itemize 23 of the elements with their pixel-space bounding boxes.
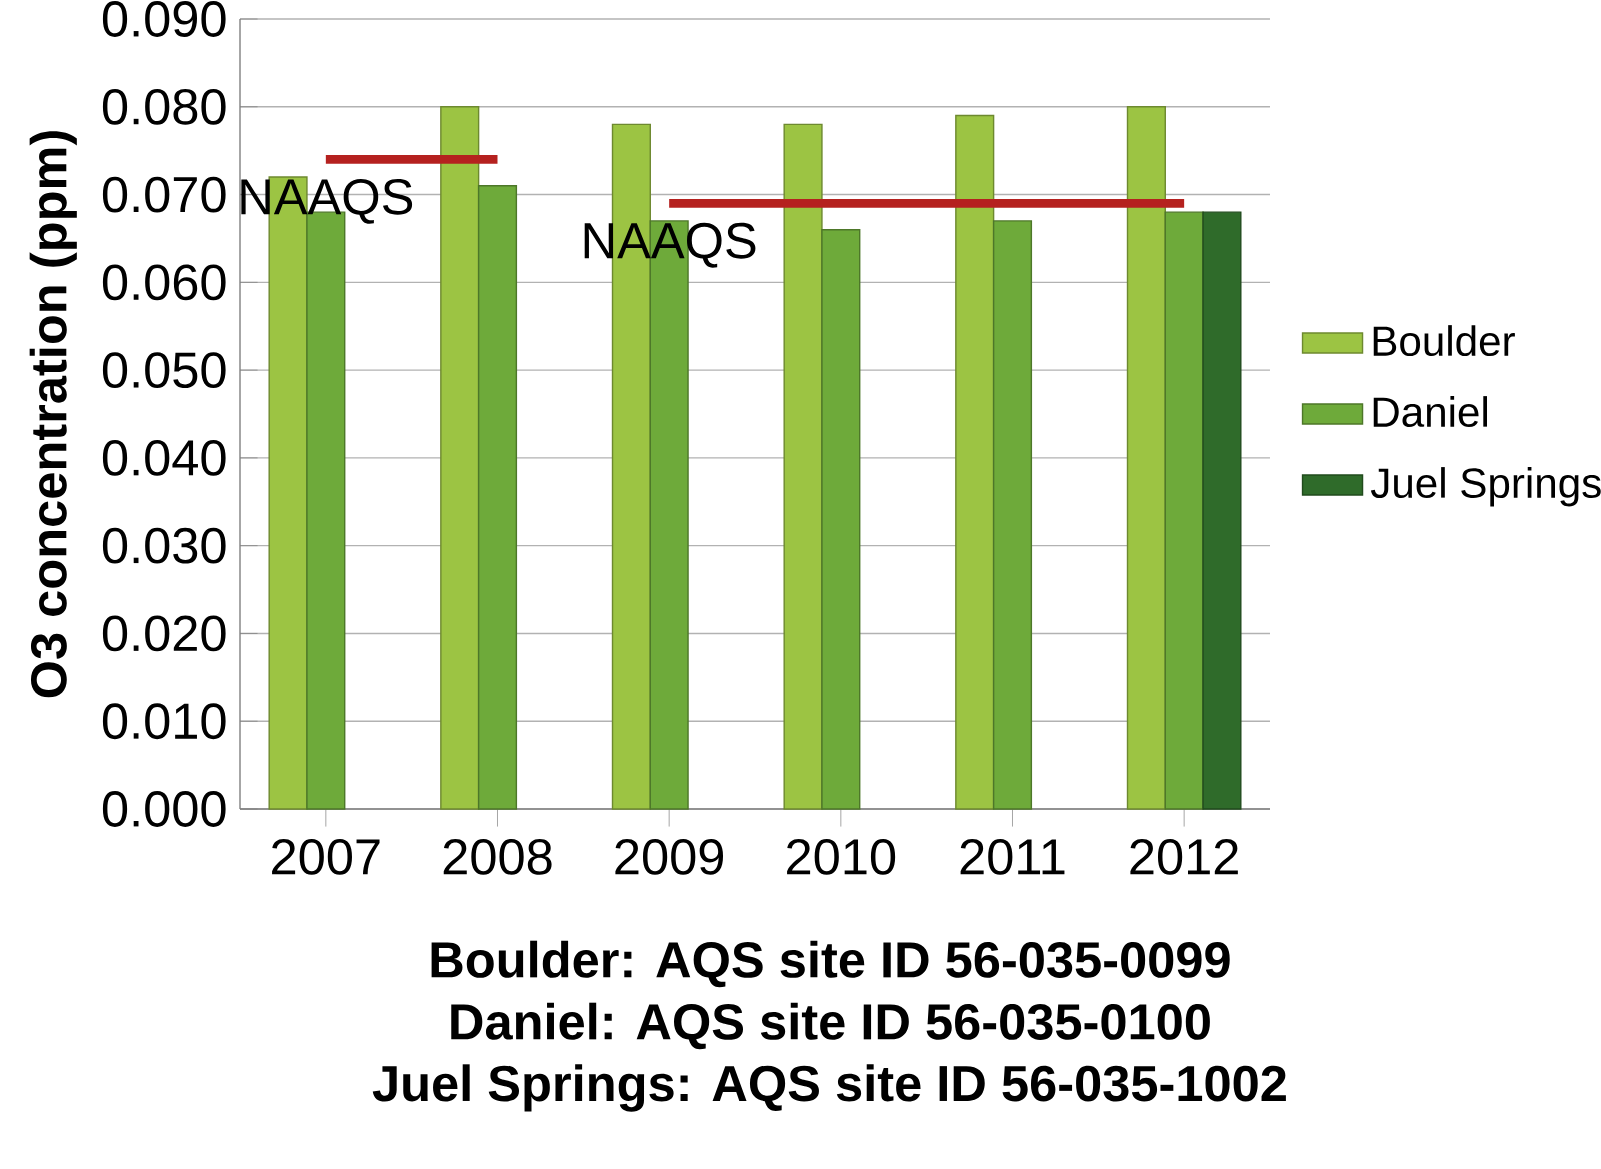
x-tick-label: 2008 (443, 838, 552, 875)
x-tick-label: 2007 (272, 838, 380, 875)
y-tick-label: 0.040 (102, 439, 226, 476)
y-tick-label: 0.010 (102, 703, 226, 740)
x-tick-label: 2011 (960, 838, 1065, 875)
legend-label: Boulder (1373, 325, 1515, 357)
legend-label: Juel Springs (1370, 467, 1601, 507)
legend-label: Daniel (1373, 396, 1487, 428)
x-tick-label: 2009 (615, 838, 724, 875)
y-tick-label: 0.000 (102, 791, 226, 827)
y-tick-label: 0.020 (102, 615, 226, 652)
text: Boulder: AQS site ID 56-035-0099 (431, 940, 1230, 988)
y-tick-label: 0.090 (102, 1, 226, 37)
y-tick-label: 0.070 (102, 176, 226, 213)
x-tick-label: 2010 (787, 838, 896, 875)
text: Daniel: AQS site ID 56-035-0100 (451, 1002, 1210, 1050)
text: Juel Springs: AQS site ID 56-035-1002 (372, 1064, 1286, 1112)
y-tick-label: 0.030 (102, 527, 226, 564)
x-tick-label: 2012 (1130, 838, 1238, 875)
y-axis-title: O3 concentration (ppm) (29, 131, 77, 698)
y-tick-label: 0.050 (102, 352, 226, 389)
y-tick-label: 0.060 (102, 264, 226, 301)
y-tick-label: 0.080 (102, 88, 226, 125)
